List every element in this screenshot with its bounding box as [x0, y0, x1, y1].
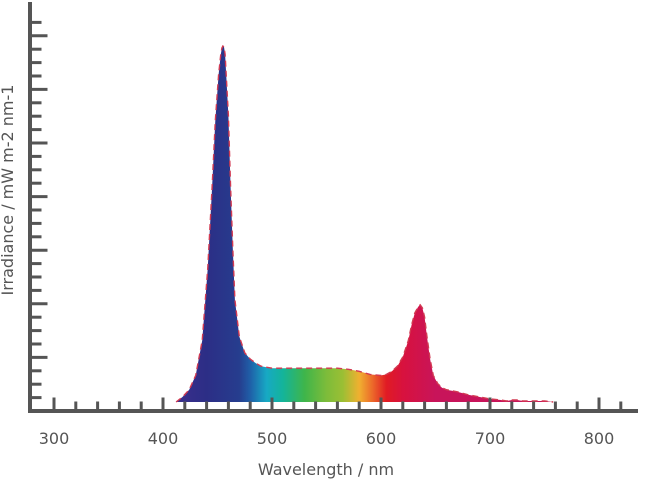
- area-layer: [175, 44, 554, 403]
- x-axis-label: Wavelength / nm: [258, 460, 394, 479]
- x-tick-label: 600: [366, 429, 397, 448]
- x-tick-label: 800: [584, 429, 615, 448]
- tick-layer: 300 400 500 600 700 800: [28, 20, 623, 448]
- y-axis-label: Irradiance / mW m-2 nm-1: [0, 85, 17, 296]
- x-tick-label: 500: [257, 429, 288, 448]
- spectrum-area: [176, 46, 554, 402]
- label-layer: Wavelength / nm Irradiance / mW m-2 nm-1: [0, 85, 394, 479]
- spectrum-outline: [175, 44, 554, 403]
- x-tick-label: 400: [148, 429, 179, 448]
- x-tick-label: 300: [39, 429, 70, 448]
- x-tick-label: 700: [475, 429, 506, 448]
- axis-layer: [28, 2, 638, 413]
